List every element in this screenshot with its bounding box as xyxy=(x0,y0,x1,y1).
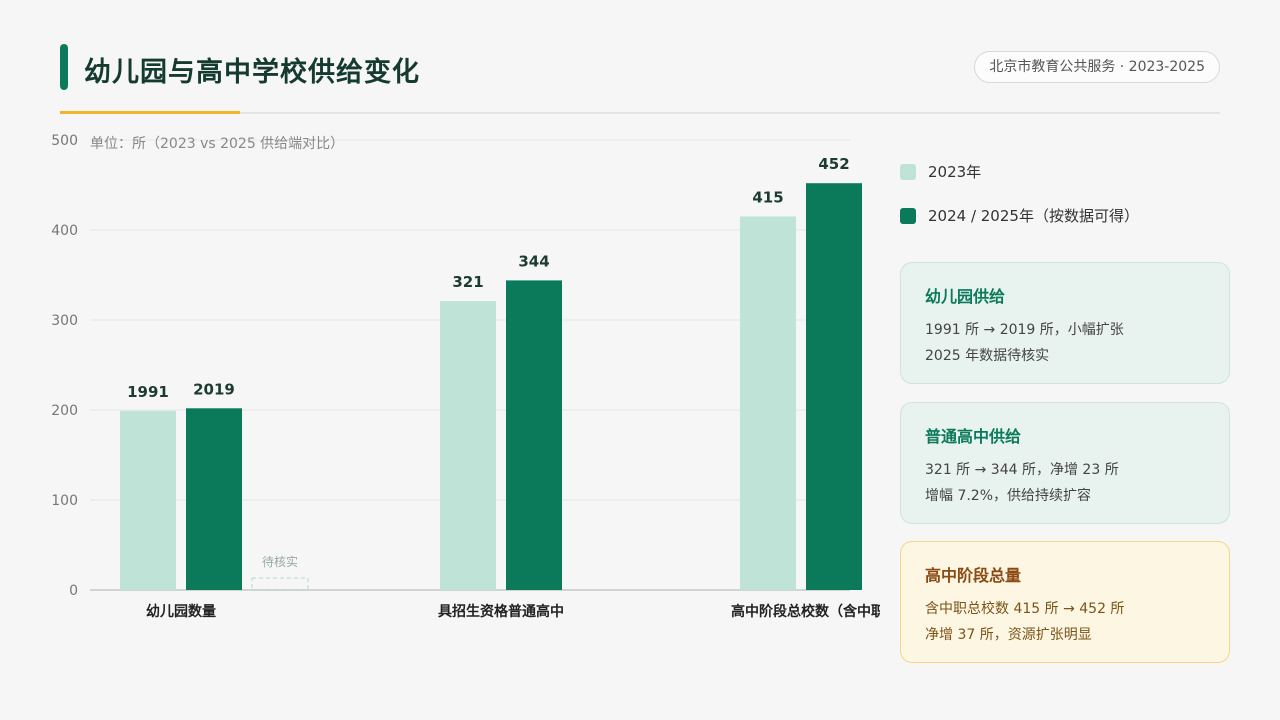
card-title: 幼儿园供给 xyxy=(925,287,1006,306)
bar xyxy=(440,301,496,590)
card-highschool-total: 高中阶段总量 含中职总校数 415 所 → 452 所 净增 37 所，资源扩张… xyxy=(900,541,1230,663)
legend-label-2025: 2024 / 2025年（按数据可得） xyxy=(928,207,1139,225)
y-tick-label: 0 xyxy=(69,583,78,599)
card-line: 1991 所 → 2019 所，小幅扩张 xyxy=(925,322,1124,338)
pending-label: 待核实 xyxy=(262,554,298,569)
card-line: 2025 年数据待核实 xyxy=(925,348,1050,364)
data-label: 321 xyxy=(452,273,483,291)
y-tick-label: 500 xyxy=(51,133,78,149)
bar xyxy=(506,280,562,590)
legend-swatch-2023 xyxy=(900,164,916,180)
bar xyxy=(806,183,862,590)
card-title: 高中阶段总量 xyxy=(925,566,1022,585)
card-line: 增幅 7.2%，供给持续扩容 xyxy=(925,488,1092,504)
data-label: 452 xyxy=(818,155,849,173)
x-category-label: 幼儿园数量 xyxy=(146,603,216,620)
page-title: 幼儿园与高中学校供给变化 xyxy=(84,57,420,88)
card-line: 净增 37 所，资源扩张明显 xyxy=(925,627,1092,643)
data-label: 415 xyxy=(752,189,783,207)
data-label: 2019 xyxy=(193,380,235,398)
title-accent-bar xyxy=(60,44,68,90)
card-line: 含中职总校数 415 所 → 452 所 xyxy=(925,601,1125,617)
card-kindergarten-supply: 幼儿园供给 1991 所 → 2019 所，小幅扩张 2025 年数据待核实 xyxy=(900,262,1230,384)
y-tick-label: 400 xyxy=(51,223,78,239)
x-category-label: 高中阶段总校数（含中职） xyxy=(731,603,880,620)
unit-note: 单位：所（2023 vs 2025 供给端对比） xyxy=(90,136,345,152)
data-label: 344 xyxy=(518,252,549,270)
y-tick-label: 300 xyxy=(51,313,78,329)
source-tag: 北京市教育公共服务 · 2023-2025 xyxy=(974,51,1220,83)
header-divider-accent xyxy=(60,111,240,114)
bar-chart: 0 100 200 300 400 500 1991 2019 幼儿园数量 321 344 具招生资格… xyxy=(51,133,880,620)
card-highschool-supply: 普通高中供给 321 所 → 344 所，净增 23 所 增幅 7.2%，供给持… xyxy=(900,402,1230,524)
bar xyxy=(120,410,176,590)
header-divider xyxy=(60,112,1220,114)
x-category-label: 具招生资格普通高中 xyxy=(437,603,564,620)
card-title: 普通高中供给 xyxy=(925,427,1022,446)
card-line: 321 所 → 344 所，净增 23 所 xyxy=(925,462,1119,478)
y-tick-label: 200 xyxy=(51,403,78,419)
bar xyxy=(740,216,796,590)
data-label: 1991 xyxy=(127,383,169,401)
pending-placeholder xyxy=(251,577,309,591)
bar xyxy=(186,408,242,590)
legend-label-2023: 2023年 xyxy=(928,163,982,181)
legend-swatch-2025 xyxy=(900,208,916,224)
y-tick-label: 100 xyxy=(51,493,78,509)
